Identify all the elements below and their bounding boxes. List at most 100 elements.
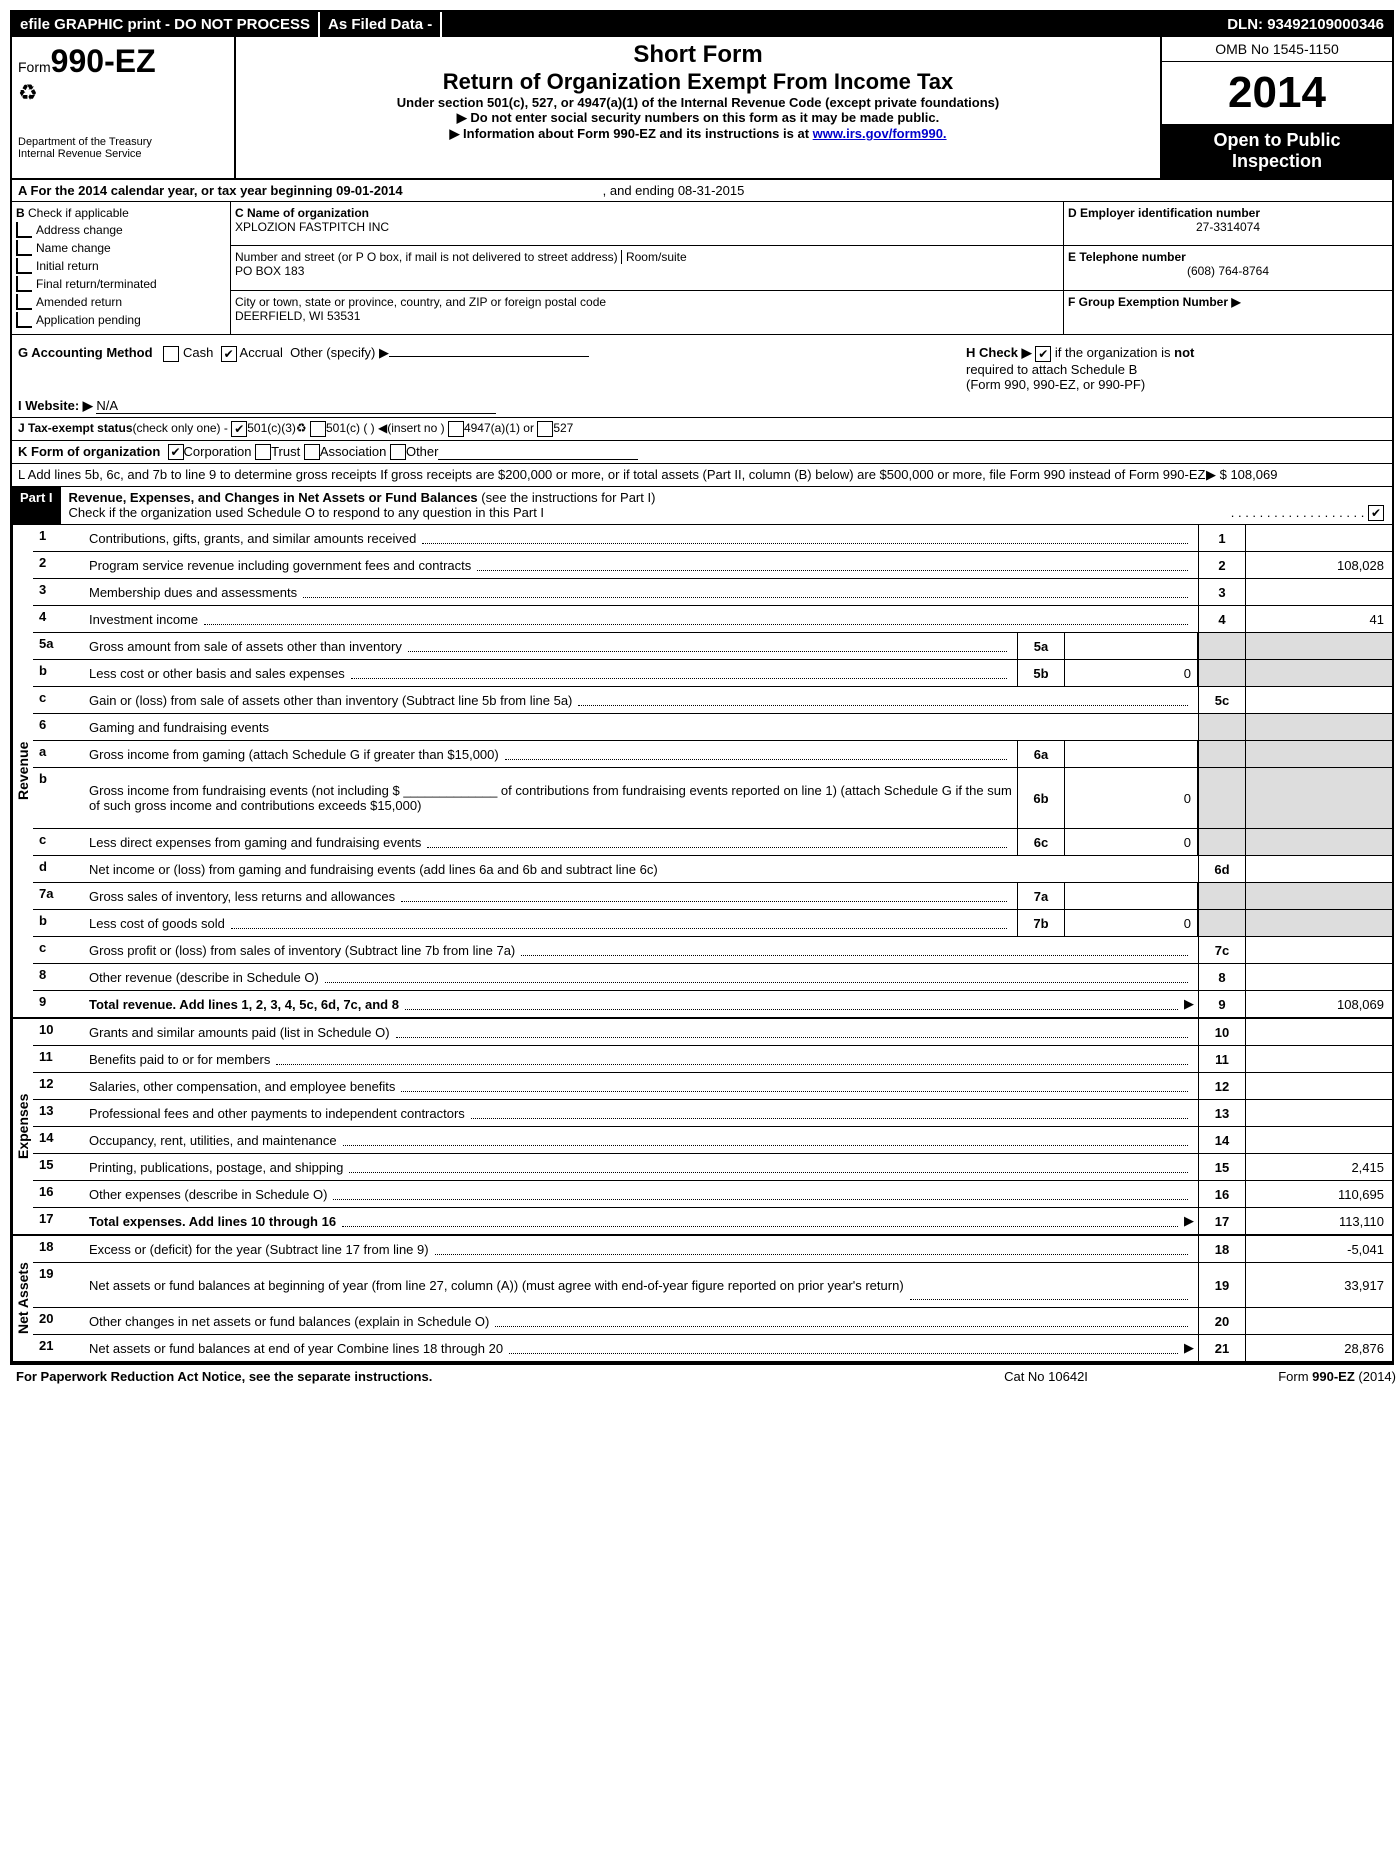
omb-number: OMB No 1545-1150 [1162, 37, 1392, 62]
val-7b: 0 [1065, 910, 1198, 936]
cb-trust[interactable] [255, 444, 271, 460]
cb-527[interactable] [537, 421, 553, 437]
cb-501c[interactable] [310, 421, 326, 437]
val-2: 108,028 [1246, 552, 1392, 578]
topbar-left: efile GRAPHIC print - DO NOT PROCESS [12, 12, 318, 37]
header-row: Form990-EZ ♻ Department of the Treasury … [12, 37, 1392, 180]
val-14 [1246, 1127, 1392, 1153]
cb-cash[interactable] [163, 346, 179, 362]
cb-final[interactable]: Final return/terminated [16, 276, 226, 292]
cb-pending[interactable]: Application pending [16, 312, 226, 328]
j-label: J Tax-exempt status [18, 421, 133, 437]
i-label: I Website: ▶ [18, 398, 93, 414]
val-16: 110,695 [1246, 1181, 1392, 1207]
val-13 [1246, 1100, 1392, 1126]
val-5c [1246, 687, 1392, 713]
part1-label: Part I [12, 487, 61, 525]
dept-treasury: Department of the Treasury [18, 136, 228, 148]
footer: For Paperwork Reduction Act Notice, see … [10, 1365, 1400, 1388]
open-public-2: Inspection [1166, 151, 1388, 172]
cb-initial[interactable]: Initial return [16, 258, 226, 274]
website-value: N/A [96, 398, 496, 414]
cb-amended[interactable]: Amended return [16, 294, 226, 310]
group-label: F Group Exemption Number ▶ [1068, 295, 1388, 309]
recycle-icon: ♻ [18, 80, 228, 106]
val-5a [1065, 633, 1198, 659]
val-7c [1246, 937, 1392, 963]
g-label: G Accounting Method [18, 345, 153, 360]
cb-name[interactable]: Name change [16, 240, 226, 256]
val-12 [1246, 1073, 1392, 1099]
row-l: L Add lines 5b, 6c, and 7b to line 9 to … [12, 464, 1392, 487]
l-text: L Add lines 5b, 6c, and 7b to line 9 to … [18, 467, 1206, 483]
return-title: Return of Organization Exempt From Incom… [246, 69, 1150, 95]
cb-501c3[interactable]: ✔ [231, 421, 247, 437]
val-9: 108,069 [1246, 991, 1392, 1017]
val-18: -5,041 [1246, 1236, 1392, 1262]
subtitle: Under section 501(c), 527, or 4947(a)(1)… [246, 95, 1150, 110]
val-3 [1246, 579, 1392, 605]
section-netassets: Net Assets 18Excess or (deficit) for the… [12, 1236, 1392, 1363]
part1-header: Part I Revenue, Expenses, and Changes in… [12, 487, 1392, 526]
tel-value: (608) 764-8764 [1068, 264, 1388, 278]
val-6a [1065, 741, 1198, 767]
row-j: J Tax-exempt status (check only one) - ✔… [12, 418, 1392, 441]
k-label: K Form of organization [18, 444, 160, 460]
header-right: OMB No 1545-1150 2014 Open to Public Ins… [1160, 37, 1392, 178]
val-15: 2,415 [1246, 1154, 1392, 1180]
val-6b: 0 [1065, 768, 1198, 828]
val-5b: 0 [1065, 660, 1198, 686]
val-4: 41 [1246, 606, 1392, 632]
footer-cat: Cat No 10642I [896, 1369, 1196, 1384]
val-1 [1246, 525, 1392, 551]
note-ssn: ▶ Do not enter social security numbers o… [246, 110, 1150, 126]
row-a-label: A For the 2014 calendar year, or tax yea… [18, 183, 403, 198]
open-public: Open to Public Inspection [1162, 124, 1392, 178]
c-name-cell: C Name of organization XPLOZION FASTPITC… [231, 202, 1064, 245]
row-i: I Website: ▶ N/A [12, 395, 1392, 418]
cb-4947[interactable] [448, 421, 464, 437]
b-title: B [16, 206, 25, 220]
side-revenue: Revenue [12, 525, 33, 1017]
val-7a [1065, 883, 1198, 909]
part1-title: Revenue, Expenses, and Changes in Net As… [69, 490, 478, 505]
val-6c: 0 [1065, 829, 1198, 855]
form-number: 990-EZ [51, 43, 156, 79]
section-revenue: Revenue 1Contributions, gifts, grants, a… [12, 525, 1392, 1019]
cb-other[interactable] [390, 444, 406, 460]
side-expenses: Expenses [12, 1019, 33, 1234]
section-bcdef: B Check if applicable Address change Nam… [12, 202, 1392, 335]
cb-assoc[interactable] [304, 444, 320, 460]
val-10 [1246, 1019, 1392, 1045]
irs-link[interactable]: www.irs.gov/form990. [813, 126, 947, 141]
city-label: City or town, state or province, country… [235, 295, 1059, 309]
header-center: Short Form Return of Organization Exempt… [236, 37, 1160, 178]
c-city-cell: City or town, state or province, country… [231, 291, 1064, 334]
row-a: A For the 2014 calendar year, or tax yea… [12, 180, 1392, 202]
room-label: Room/suite [621, 250, 687, 264]
row-a-ending: , and ending 08-31-2015 [603, 183, 745, 198]
val-20 [1246, 1308, 1392, 1334]
l-amount: ▶ $ 108,069 [1206, 467, 1386, 483]
e-tel-cell: E Telephone number (608) 764-8764 [1064, 246, 1392, 289]
cb-schedule-b[interactable]: ✔ [1035, 346, 1051, 362]
c-street-cell: Number and street (or P O box, if mail i… [231, 246, 1064, 289]
short-form-title: Short Form [246, 41, 1150, 69]
d-ein-cell: D Employer identification number 27-3314… [1064, 202, 1392, 245]
ein-value: 27-3314074 [1068, 220, 1388, 234]
cb-schedule-o[interactable]: ✔ [1368, 505, 1384, 521]
val-21: 28,876 [1246, 1335, 1392, 1361]
city-value: DEERFIELD, WI 53531 [235, 309, 1059, 323]
footer-form: Form 990-EZ (2014) [1196, 1369, 1396, 1384]
tel-label: E Telephone number [1068, 250, 1388, 264]
cb-address[interactable]: Address change [16, 222, 226, 238]
street-value: PO BOX 183 [235, 264, 1059, 278]
part1-note: (see the instructions for Part I) [481, 490, 655, 505]
section-expenses: Expenses 10Grants and similar amounts pa… [12, 1019, 1392, 1236]
f-group-cell: F Group Exemption Number ▶ [1064, 291, 1392, 334]
cb-corp[interactable]: ✔ [168, 444, 184, 460]
cb-accrual[interactable]: ✔ [221, 346, 237, 362]
header-left: Form990-EZ ♻ Department of the Treasury … [12, 37, 236, 178]
col-b: B Check if applicable Address change Nam… [12, 202, 231, 334]
form-prefix: Form [18, 59, 51, 75]
